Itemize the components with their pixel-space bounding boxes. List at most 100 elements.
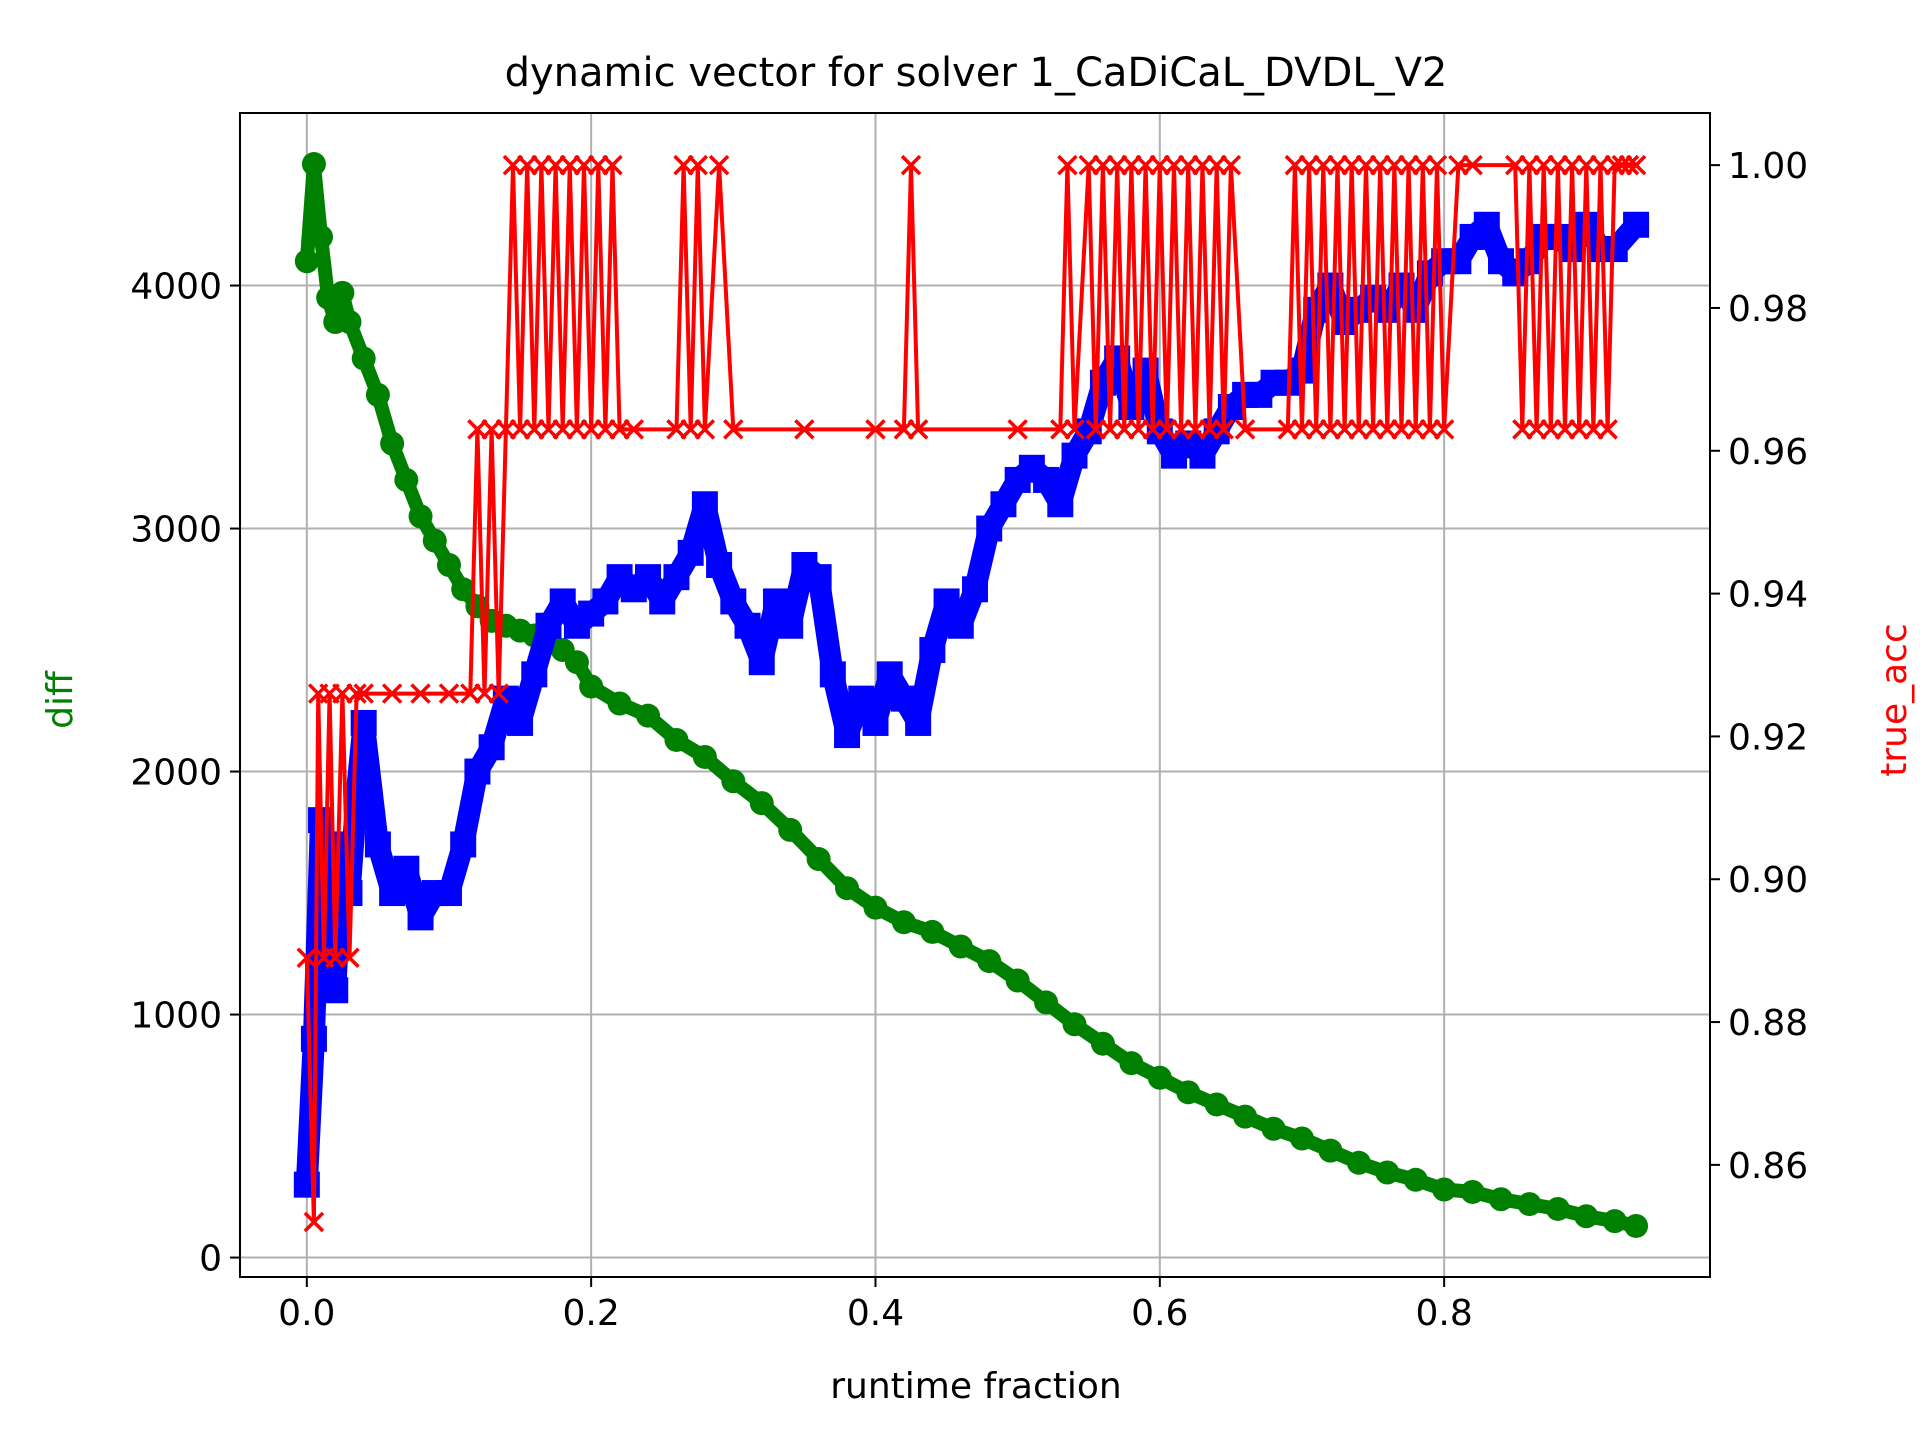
data-point (1007, 419, 1028, 440)
data-point (794, 419, 815, 440)
data-point (337, 309, 362, 334)
data-point (636, 703, 661, 728)
series-2 (296, 154, 1647, 1233)
data-point (521, 661, 548, 688)
data-point (351, 346, 376, 371)
y-tick-label: 0 (199, 1239, 222, 1280)
data-point (1062, 1012, 1087, 1037)
data-point (364, 831, 391, 858)
y-right-tick-label: 0.96 (1728, 432, 1808, 473)
data-point (933, 588, 960, 615)
data-point (649, 588, 676, 615)
data-point (777, 612, 804, 639)
y-right-tick-label: 0.92 (1728, 717, 1808, 758)
data-point (1597, 419, 1618, 440)
data-point (294, 249, 319, 274)
data-point (862, 709, 889, 736)
data-point (806, 847, 831, 872)
x-tick-label: 0.0 (278, 1293, 335, 1334)
ticks: 0.0 0.2 0.4 0.6 0.8 0 1000 2000 3000 4000 0.86 0.88… (130, 146, 1808, 1334)
data-point (977, 949, 1002, 974)
data-point (1119, 1051, 1144, 1076)
data-point (1623, 211, 1650, 238)
data-point (1403, 1167, 1428, 1192)
data-point (1220, 154, 1242, 176)
y-axis-label: diff (40, 670, 81, 729)
data-point (1402, 296, 1429, 323)
data-point (677, 539, 704, 566)
data-point (1061, 442, 1088, 469)
data-point (691, 491, 718, 518)
data-point (535, 612, 562, 639)
y-tick-label: 4000 (130, 267, 222, 308)
y-tick-label: 3000 (130, 510, 222, 551)
data-point (865, 419, 886, 440)
data-point (1517, 1192, 1542, 1217)
data-point (592, 588, 619, 615)
y-right-tick-label: 0.94 (1728, 575, 1808, 616)
data-point (1064, 419, 1085, 440)
data-point (1545, 1196, 1570, 1221)
y-axis-right-label: true_acc (1874, 623, 1915, 777)
data-point (905, 709, 932, 736)
data-point (339, 947, 360, 969)
x-tick-label: 0.4 (847, 1293, 904, 1334)
data-point (330, 280, 355, 305)
data-point (296, 947, 318, 969)
data-point (1047, 491, 1074, 518)
data-point (1204, 1092, 1229, 1117)
data-point (900, 154, 922, 176)
data-point (607, 691, 632, 716)
data-point (848, 685, 875, 712)
data-point (343, 782, 370, 809)
data-point (1559, 236, 1586, 263)
data-point (1602, 1209, 1627, 1234)
data-point (436, 552, 461, 577)
data-point (1374, 296, 1401, 323)
data-point (947, 612, 974, 639)
y-right-tick-label: 0.90 (1728, 860, 1808, 901)
data-point (322, 977, 349, 1004)
data-point (1618, 154, 1640, 176)
data-point (1462, 154, 1483, 176)
data-point (1289, 1126, 1314, 1151)
data-point (1176, 1080, 1201, 1105)
data-point (694, 419, 716, 440)
data-point (1489, 1187, 1514, 1212)
data-point (602, 154, 623, 176)
data-point (365, 382, 390, 407)
data-point (564, 650, 589, 675)
data-point (1516, 248, 1543, 275)
data-point (962, 576, 988, 603)
data-point (1625, 154, 1647, 176)
y-right-tick-label: 0.98 (1728, 289, 1808, 330)
data-point (1057, 154, 1078, 176)
data-point (748, 649, 775, 676)
y-right-tick-label: 0.88 (1728, 1003, 1808, 1044)
data-point (410, 683, 431, 704)
data-point (379, 880, 406, 907)
data-point (664, 727, 689, 752)
data-point (549, 588, 576, 615)
data-point (778, 817, 803, 842)
data-point (663, 564, 690, 591)
data-point (438, 683, 460, 704)
data-point (1034, 990, 1059, 1015)
data-point (976, 515, 1003, 542)
data-point (407, 904, 434, 931)
data-point (451, 577, 476, 602)
y-right-tick-label: 0.86 (1728, 1146, 1808, 1187)
data-point (1233, 1104, 1258, 1129)
data-point (1005, 968, 1030, 993)
y-right-tick-label: 1.00 (1728, 146, 1808, 187)
data-point (876, 661, 903, 688)
data-point (720, 588, 747, 615)
data-point (692, 744, 717, 769)
data-point (805, 564, 832, 591)
data-point (1432, 1177, 1457, 1202)
data-point (920, 919, 945, 944)
data-point (623, 419, 645, 440)
data-point (408, 504, 433, 529)
data-point (734, 612, 761, 639)
